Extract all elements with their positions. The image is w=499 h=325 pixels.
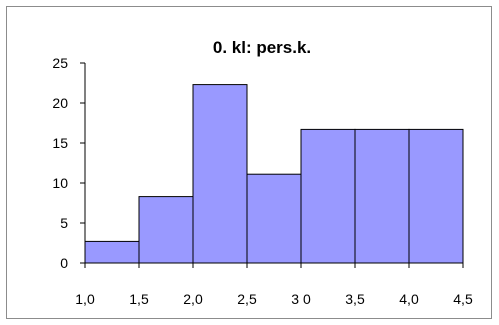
- y-axis-ticks: 0 5 10 15 20 25: [52, 55, 85, 271]
- x-tick-label: 2,5: [237, 291, 257, 307]
- x-tick-label: 1,5: [129, 291, 149, 307]
- bars-group: [84, 84, 464, 264]
- bar-1: [138, 196, 194, 264]
- y-tick-label: 0: [60, 255, 68, 271]
- bar-6: [408, 128, 464, 264]
- bar-3: [246, 173, 302, 264]
- axes-group: [84, 63, 463, 264]
- chart-title: 0. kl: pers.k.: [213, 38, 311, 57]
- y-tick-label: 20: [52, 95, 68, 111]
- bar-5: [354, 128, 410, 264]
- y-tick-label: 15: [52, 135, 68, 151]
- x-tick-label: 2,0: [183, 291, 203, 307]
- bar-4: [300, 128, 356, 264]
- bar-0: [84, 240, 140, 264]
- y-tick-label: 25: [52, 55, 68, 71]
- x-tick-label: 4,0: [399, 291, 419, 307]
- x-tick-label: 1,0: [75, 291, 95, 307]
- y-tick-label: 5: [60, 215, 68, 231]
- x-tick-label: 3 0: [291, 291, 311, 307]
- x-tick-label: 4,5: [453, 291, 473, 307]
- x-axis-ticks: 1,0 1,5 2,0 2,5 3 0 3,5 4,0 4,5: [75, 263, 473, 307]
- y-tick-label: 10: [52, 175, 68, 191]
- bar-2: [192, 84, 248, 264]
- x-tick-label: 3,5: [345, 291, 365, 307]
